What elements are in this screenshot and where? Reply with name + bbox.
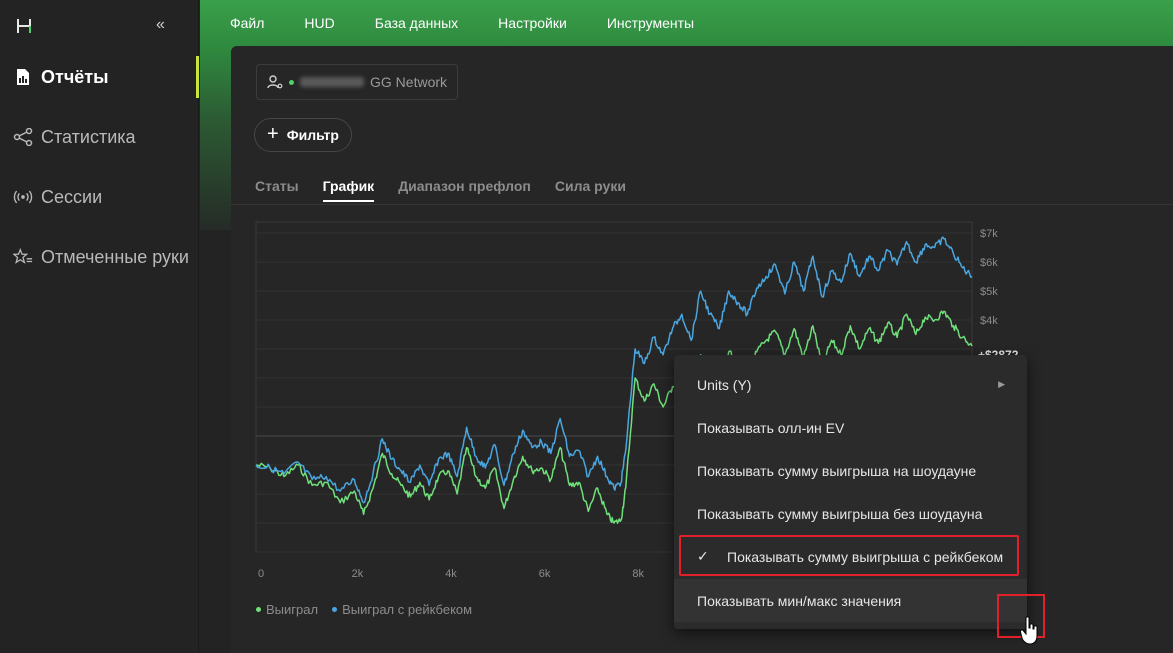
blurred-player-name [300,77,364,87]
app-logo-icon[interactable] [15,17,33,35]
sidebar-item-label: Отмеченные руки [41,246,189,267]
menu-item-label: Показывать сумму выигрыша с рейкбеком [727,548,1004,565]
menu-hud[interactable]: HUD [304,15,335,31]
menu-item-label: Показывать олл-ин EV [697,419,845,436]
sidebar-item-sessions[interactable]: Сессии [13,182,102,212]
menu-settings[interactable]: Настройки [498,15,567,31]
star-list-icon [13,247,33,267]
tab-hand-strength[interactable]: Сила руки [554,178,626,194]
hand-cursor-icon [1020,616,1038,645]
online-dot [289,79,294,85]
network-label: GG Network [370,74,448,90]
tab-stats[interactable]: Статы [255,178,299,194]
legend-won-rakeback[interactable]: Выиграл с рейкбеком [332,602,472,617]
tab-graph[interactable]: График [322,178,375,202]
tabs-divider [231,204,1173,205]
player-network-selector[interactable]: GG Network [256,64,458,100]
menu-item-label: Показывать сумму выигрыша без шоудауна [697,505,983,522]
share-nodes-icon [13,127,33,147]
legend-label: Выиграл [266,602,319,617]
top-menu: Файл HUD База данных Настройки Инструмен… [230,0,734,46]
sidebar-item-label: Статистика [41,126,136,147]
legend-won[interactable]: Выиграл [256,602,318,617]
tab-preflop-range[interactable]: Диапазон префлоп [398,178,531,194]
chart-context-menu: Units (Y) ▶ Показывать олл-ин EV Показыв… [674,355,1027,629]
sidebar: « Отчёты Статистика Сессии Отмеченные ру… [0,0,199,653]
legend-label: Выиграл с рейкбеком [342,602,473,617]
filter-button[interactable]: + Фильтр [254,118,352,152]
menu-item-label: Показывать сумму выигрыша на шоудауне [697,462,977,479]
report-tabs: Статы График Диапазон префлоп Сила руки [255,178,626,202]
sidebar-item-marked-hands[interactable]: Отмеченные руки [13,242,189,272]
sidebar-item-label: Сессии [41,186,103,207]
menu-item-min-max[interactable]: Показывать мин/макс значения [674,579,1027,622]
sidebar-item-reports[interactable]: Отчёты [13,62,108,92]
menu-item-rakeback[interactable]: ✓ Показывать сумму выигрыша с рейкбеком [674,535,1027,578]
plus-icon: + [267,122,279,145]
highlight-box [679,535,1019,576]
report-icon [13,67,33,87]
sidebar-item-label: Отчёты [41,66,109,87]
sidebar-item-statistics[interactable]: Статистика [13,122,136,152]
menu-item-non-showdown[interactable]: Показывать сумму выигрыша без шоудауна [674,492,1027,535]
check-icon: ✓ [697,548,709,564]
active-indicator [196,56,199,98]
submenu-arrow-icon: ▶ [998,379,1005,389]
highlight-box [997,594,1045,638]
menu-item-label: Units (Y) [697,376,752,393]
menu-item-label: Показывать мин/макс значения [697,592,902,609]
menu-item-units-y[interactable]: Units (Y) ▶ [674,363,1027,406]
menu-file[interactable]: Файл [230,15,265,31]
collapse-sidebar-button[interactable]: « [156,16,165,33]
menu-item-showdown[interactable]: Показывать сумму выигрыша на шоудауне [674,449,1027,492]
broadcast-icon [13,187,33,207]
chart-legend: Выиграл Выиграл с рейкбеком [256,602,472,617]
menu-database[interactable]: База данных [374,15,459,31]
menu-item-allin-ev[interactable]: Показывать олл-ин EV [674,406,1027,449]
filter-button-label: Фильтр [286,127,339,143]
menu-tools[interactable]: Инструменты [606,15,695,31]
user-gear-icon [267,75,283,89]
